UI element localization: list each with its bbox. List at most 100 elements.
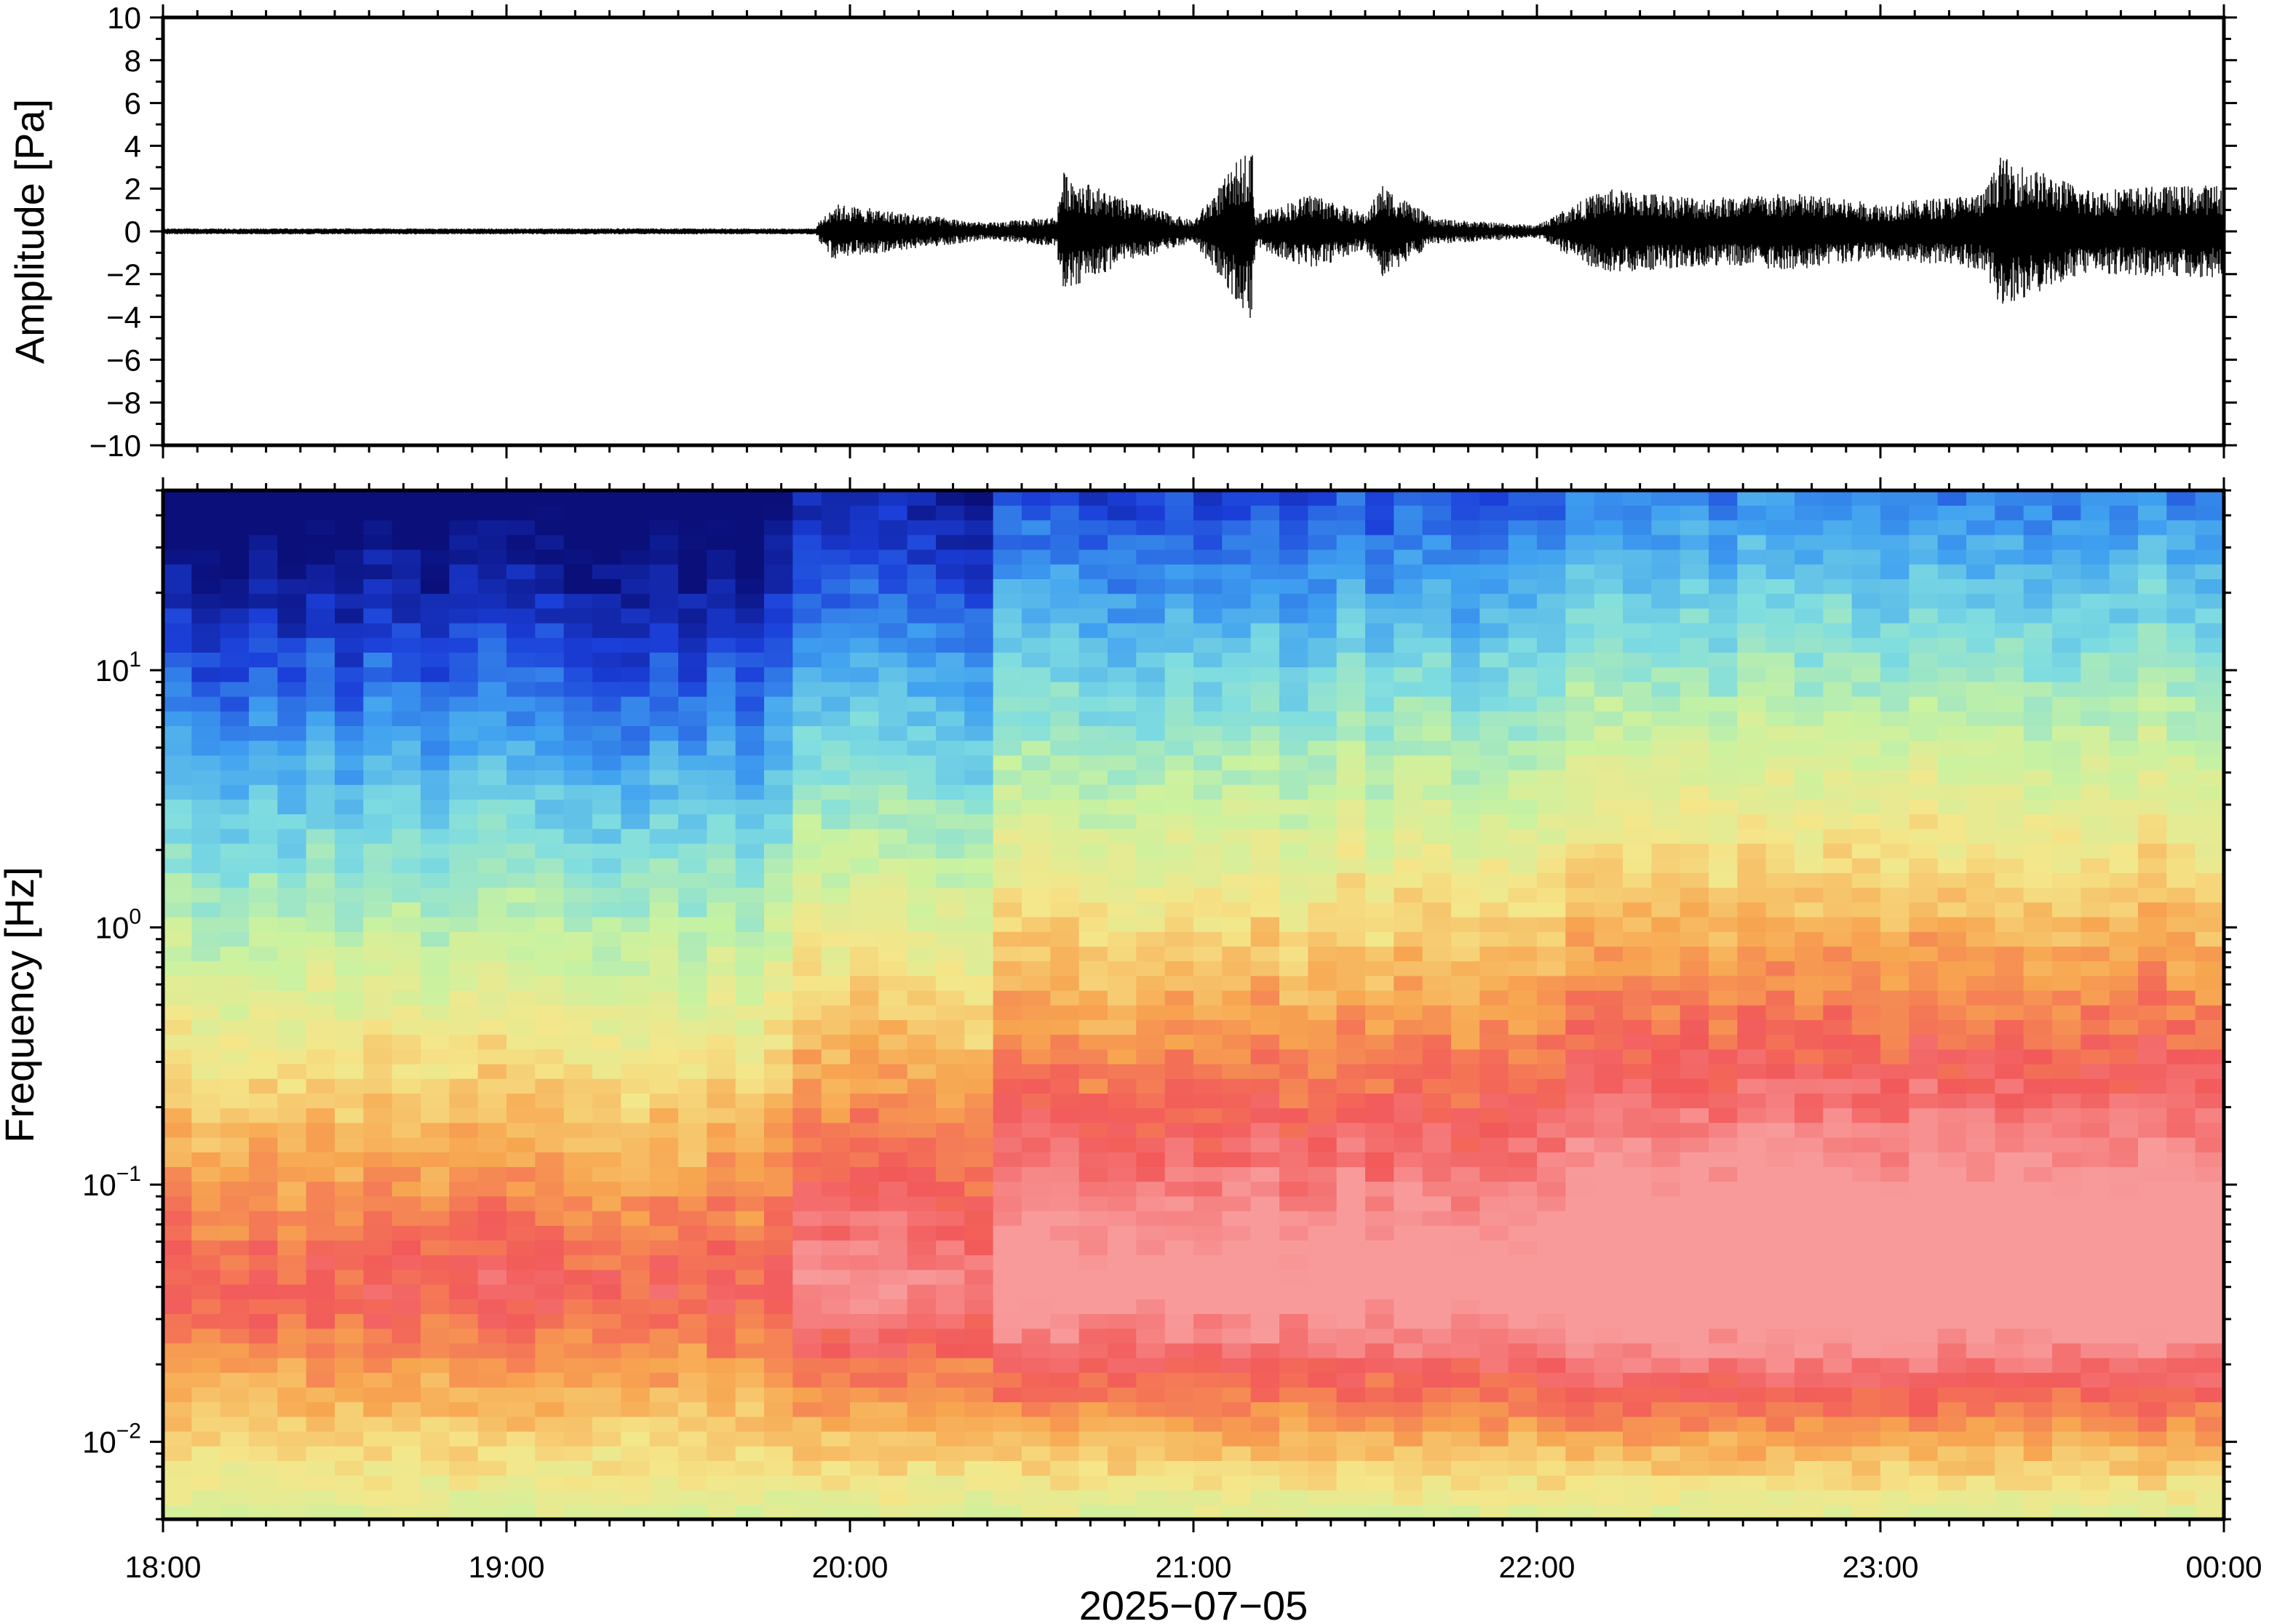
spectrogram-cell [1308, 490, 1338, 506]
spectrogram-cell [649, 1357, 679, 1373]
spectrogram-cell [2023, 1283, 2053, 1299]
spectrogram-cell [1078, 564, 1108, 579]
spectrogram-cell [1164, 1019, 1194, 1035]
spectrogram-cell [1995, 1489, 2024, 1505]
spectrogram-cell [1937, 799, 1967, 815]
spectrogram-cell [1765, 1372, 1795, 1388]
spectrogram-cell [792, 1210, 822, 1226]
spectrogram-cell [477, 1107, 507, 1123]
spectrogram-cell [1136, 843, 1166, 859]
spectrogram-cell [306, 1240, 335, 1256]
spectrogram-cell [563, 1342, 593, 1358]
spectrogram-cell [249, 946, 279, 962]
spectrogram-cell [1479, 578, 1509, 594]
spectrogram-cell [621, 843, 651, 859]
spectrogram-cell [707, 813, 736, 829]
spectrogram-cell [878, 1254, 908, 1270]
spectrogram-cell [2023, 1137, 2053, 1153]
spectrogram-cell [1966, 887, 1996, 903]
spectrogram-cell [1651, 1005, 1681, 1020]
spectrogram-cell [1508, 1210, 1538, 1226]
spectrogram-cell [964, 1225, 994, 1241]
spectrogram-cell [1250, 1181, 1280, 1197]
spectrogram-cell [535, 681, 565, 697]
spectrogram-cell [535, 1372, 565, 1388]
spectrogram-cell [1022, 549, 1052, 565]
spectrogram-cell [1880, 1210, 1910, 1226]
spectrogram-cell [449, 696, 479, 712]
spectrogram-cell [1164, 711, 1194, 726]
spectrogram-cell [621, 1489, 651, 1505]
spectrogram-cell [306, 872, 335, 888]
spectrogram-cell [792, 549, 822, 565]
spectrogram-cell [249, 813, 279, 829]
spectrogram-cell [1193, 520, 1223, 536]
spectrogram-cell [506, 711, 536, 726]
spectrogram-cell [964, 1430, 994, 1446]
spectrogram-cell [1022, 666, 1052, 682]
spectrogram-cell [707, 1019, 736, 1035]
spectrogram-cell [1537, 1240, 1567, 1256]
spectrogram-cell [1022, 1387, 1052, 1403]
spectrogram-column [1336, 490, 1366, 1519]
spectrogram-cell [163, 534, 193, 550]
spectrogram-column [792, 490, 822, 1519]
spectrogram-cell [1795, 1489, 1824, 1505]
spectrogram-cell [2081, 1446, 2110, 1461]
spectrogram-cell [563, 872, 593, 888]
spectrogram-cell [1823, 975, 1853, 991]
spectrogram-cell [277, 666, 307, 682]
spectrogram-cell [477, 1195, 507, 1211]
spectrogram-cell [563, 1357, 593, 1373]
spectrogram-cell [220, 1137, 250, 1153]
spectrogram-cell [792, 1093, 822, 1109]
spectrogram-cell [1308, 740, 1338, 756]
spectrogram-cell [936, 1195, 966, 1211]
spectrogram-cell [1222, 1240, 1252, 1256]
spectrogram-cell [621, 578, 651, 594]
spectrogram-cell [592, 1357, 622, 1373]
spectrogram-cell [1565, 1283, 1595, 1299]
spectrogram-cell [936, 858, 966, 873]
spectrogram-cell [878, 1034, 908, 1050]
spectrogram-cell [621, 505, 651, 521]
spectrogram-cell [821, 1181, 851, 1197]
spectrogram-cell [421, 1240, 450, 1256]
spectrogram-cell [1479, 975, 1509, 991]
spectrogram-cell [707, 916, 736, 932]
spectrogram-cell [1909, 1240, 1939, 1256]
spectrogram-cell [1909, 1328, 1939, 1344]
spectrogram-cell [220, 946, 250, 962]
spectrogram-cell [2081, 975, 2110, 991]
spectrogram-cell [1365, 608, 1395, 624]
spectrogram-cell [363, 1210, 393, 1226]
spectrogram-cell [1651, 652, 1681, 668]
spectrogram-cell [1594, 755, 1624, 771]
spectrogram-cell [1394, 1387, 1423, 1403]
spectrogram-cell [1108, 490, 1137, 506]
spectrogram-cell [1022, 1254, 1052, 1270]
spectrogram-cell [1336, 1446, 1366, 1461]
spectrogram-cell [1193, 622, 1223, 638]
spectrogram-cell [1966, 901, 1996, 918]
spectrogram-cell [1795, 872, 1824, 888]
spectrogram-cell [1851, 1240, 1881, 1256]
spectrogram-cell [592, 828, 622, 844]
spectrogram-cell [1680, 505, 1709, 521]
spectrogram-cell [1709, 725, 1738, 741]
spectrogram-cell [1279, 1387, 1309, 1403]
spectrogram-cell [1565, 520, 1595, 536]
spectrogram-cell [850, 1283, 880, 1299]
spectrogram-cell [1479, 725, 1509, 741]
spectrogram-cell [421, 696, 450, 712]
spectrogram-cell [850, 666, 880, 682]
spectrogram-cell [1022, 1019, 1052, 1035]
spectrogram-cell [1164, 681, 1194, 697]
spectrogram-cell [1795, 1107, 1824, 1123]
spectrogram-cell [335, 1225, 365, 1241]
spectrogram-cell [335, 901, 365, 918]
spectrogram-cell [506, 1357, 536, 1373]
spectrogram-cell [563, 1254, 593, 1270]
spectrogram-cell [1336, 1269, 1366, 1285]
spectrogram-cell [1966, 608, 1996, 624]
